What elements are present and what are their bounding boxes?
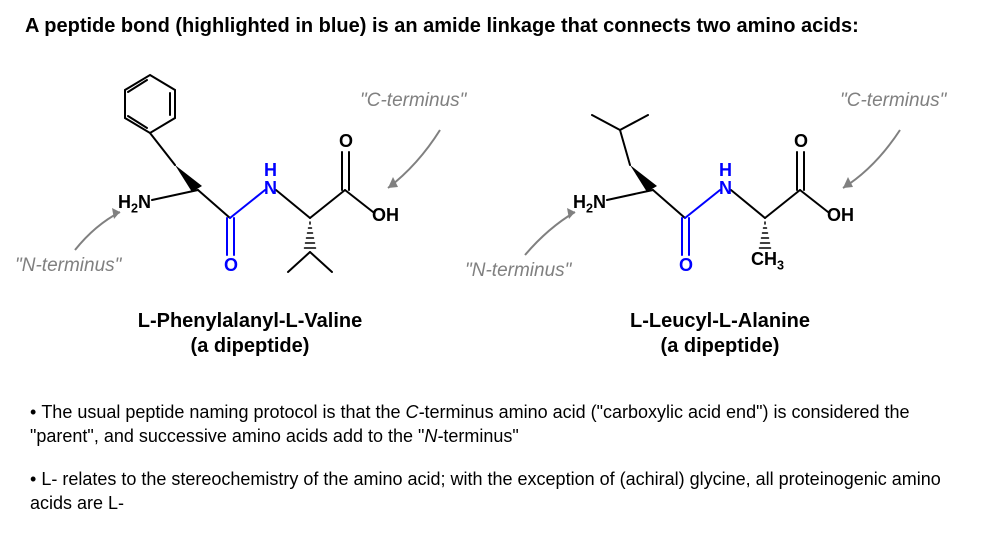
label-amide-o-left: O xyxy=(224,256,238,274)
structures: H2N O H N O OH "N-terminus" "C-terminus"… xyxy=(0,60,988,340)
label-ch3-right: CH3 xyxy=(751,250,784,268)
subname-right: (a dipeptide) xyxy=(470,335,970,358)
page-title: A peptide bond (highlighted in blue) is … xyxy=(25,15,859,38)
label-oh-left: OH xyxy=(372,206,399,224)
label-h2n-left: H2N xyxy=(118,193,151,211)
bullet-2: • L- relates to the stereochemistry of t… xyxy=(30,467,960,516)
label-carbonyl-o-right: O xyxy=(794,132,808,150)
subname-left: (a dipeptide) xyxy=(20,335,480,358)
annot-n-term-right: "N-terminus" xyxy=(465,260,571,282)
label-amide-n-left: N xyxy=(264,179,277,197)
label-carbonyl-o-left: O xyxy=(339,132,353,150)
annot-c-term-left: "C-terminus" xyxy=(360,90,466,112)
molecule-left: H2N O H N O OH "N-terminus" "C-terminus"… xyxy=(20,60,480,340)
annot-n-term-left: "N-terminus" xyxy=(15,255,121,277)
molecule-right: H2N O H N O OH CH3 "N-terminus" "C-termi… xyxy=(470,60,970,340)
name-right: L-Leucyl-L-Alanine xyxy=(470,310,970,333)
label-oh-right: OH xyxy=(827,206,854,224)
annot-c-term-right: "C-terminus" xyxy=(840,90,946,112)
label-h2n-right: H2N xyxy=(573,193,606,211)
label-amide-o-right: O xyxy=(679,256,693,274)
label-amide-h-right: H xyxy=(719,161,732,179)
label-amide-h-left: H xyxy=(264,161,277,179)
name-left: L-Phenylalanyl-L-Valine xyxy=(20,310,480,333)
bullets: • The usual peptide naming protocol is t… xyxy=(30,400,960,533)
label-amide-n-right: N xyxy=(719,179,732,197)
bullet-1: • The usual peptide naming protocol is t… xyxy=(30,400,960,449)
